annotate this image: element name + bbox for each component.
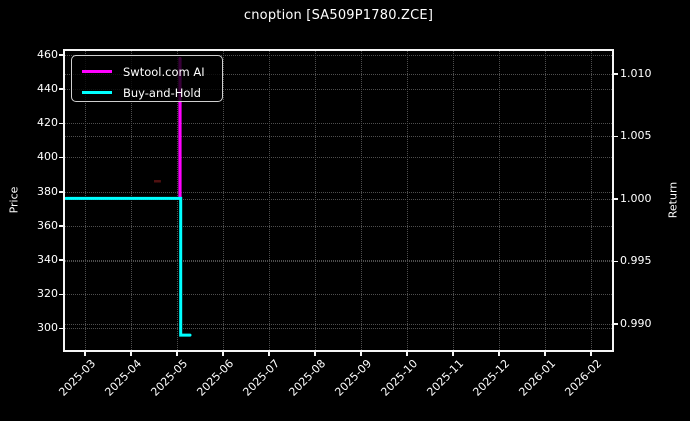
date-tick-label: 2025-03: [56, 357, 99, 399]
return-tick-label: 1.005: [620, 129, 652, 143]
return-gridline: [65, 73, 612, 75]
month-gridline: [85, 51, 86, 350]
month-gridline: [268, 51, 270, 350]
buy-and-hold-line-swatch: [82, 90, 112, 95]
price-gridline: [65, 225, 612, 227]
return-gridline: [65, 261, 612, 263]
price-tick-label: 420: [37, 116, 58, 130]
price-tick-mark: [59, 293, 65, 296]
date-tick-label: 2025-08: [286, 357, 329, 399]
price-gridline: [65, 191, 612, 193]
price-tick-label: 460: [37, 47, 58, 61]
grid-layer: [65, 51, 612, 350]
price-tick-mark: [59, 191, 65, 193]
date-tick-label: 2026-02: [562, 357, 605, 399]
return-tick-label: 1.010: [620, 66, 652, 80]
price-tick-mark: [59, 259, 65, 261]
month-gridline: [498, 51, 500, 350]
month-gridline: [590, 51, 592, 350]
return-tick-mark: [612, 73, 618, 75]
return-tick-label: 0.995: [620, 254, 652, 268]
date-tick-label: 2025-07: [240, 357, 283, 399]
price-tick-mark: [59, 122, 65, 125]
price-tick-label: 380: [37, 184, 58, 198]
date-tick-label: 2025-12: [470, 357, 513, 399]
price-tick-label: 320: [37, 287, 58, 301]
price-gridline: [65, 88, 612, 90]
date-tick-mark: [176, 350, 178, 356]
price-gridline: [65, 54, 612, 56]
date-tick-mark: [314, 350, 316, 356]
return-tick-mark: [612, 198, 618, 200]
return-tick-mark: [612, 135, 618, 138]
plot-area: Swtool.com AI Buy-and-Hold: [63, 49, 614, 352]
price-tick-mark: [59, 225, 65, 227]
price-tick-mark: [59, 54, 65, 56]
month-gridline: [223, 51, 224, 350]
date-tick-label: 2025-09: [332, 357, 375, 399]
price-gridline: [65, 294, 612, 296]
price-gridline: [65, 123, 612, 125]
month-gridline: [452, 51, 454, 350]
price-tick-label: 340: [37, 252, 58, 266]
date-tick-mark: [130, 350, 132, 356]
date-tick-label: 2026-01: [516, 357, 559, 399]
return-tick-label: 0.990: [620, 316, 652, 330]
date-tick-mark: [84, 350, 86, 356]
price-tick-mark: [59, 88, 65, 90]
price-tick-label: 300: [37, 321, 58, 335]
price-gridline: [65, 259, 612, 261]
legend-label-swtool-ai: Swtool.com AI: [123, 64, 205, 79]
legend-label-buy-and-hold: Buy-and-Hold: [123, 85, 201, 100]
date-tick-label: 2025-06: [194, 357, 237, 399]
page-title: cnoption [SA509P1780.ZCE]: [243, 8, 434, 23]
month-gridline: [360, 51, 362, 350]
series-line-buy-and-hold: [65, 196, 192, 337]
date-tick-mark: [268, 350, 270, 356]
month-gridline: [544, 51, 546, 350]
month-gridline: [314, 51, 316, 350]
date-tick-mark: [406, 350, 408, 356]
date-tick-mark: [544, 350, 546, 356]
legend: Swtool.com AI Buy-and-Hold: [71, 55, 223, 102]
price-tick-label: 440: [37, 81, 58, 95]
date-tick-mark: [452, 350, 454, 356]
date-tick-mark: [360, 350, 362, 356]
date-tick-label: 2025-05: [148, 357, 191, 399]
month-gridline: [177, 51, 178, 350]
date-tick-mark: [222, 350, 224, 356]
month-gridline: [131, 51, 132, 350]
return-tick-mark: [612, 260, 618, 263]
date-tick-label: 2025-04: [102, 357, 145, 399]
legend-item-swtool-ai: Swtool.com AI: [82, 61, 222, 82]
price-tick-mark: [59, 156, 65, 159]
return-tick-label: 1.000: [620, 191, 652, 205]
price-gridline: [65, 157, 612, 159]
return-gridline: [65, 323, 612, 325]
date-tick-mark: [498, 350, 500, 356]
swtool-ai-line-swatch: [82, 69, 112, 74]
date-tick-label: 2025-11: [424, 357, 467, 399]
return-gridline: [65, 198, 612, 200]
return-tick-mark: [612, 323, 618, 325]
return-gridline: [65, 136, 612, 138]
date-tick-label: 2025-10: [378, 357, 421, 399]
price-gridline: [65, 328, 612, 330]
price-tick-label: 360: [37, 218, 58, 232]
date-tick-mark: [590, 350, 592, 356]
price-tick-label: 400: [37, 150, 58, 164]
price-tick-mark: [59, 327, 65, 330]
month-gridline: [406, 51, 408, 350]
legend-item-buy-and-hold: Buy-and-Hold: [82, 82, 222, 103]
